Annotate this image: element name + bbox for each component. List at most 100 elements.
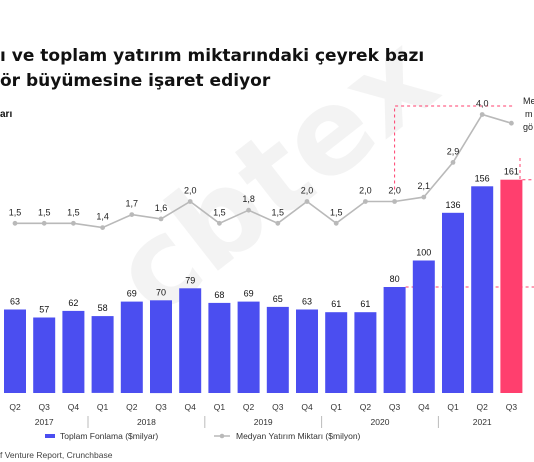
bar-4 xyxy=(91,316,114,393)
x-tick-label-2: Q3 xyxy=(39,402,51,412)
bar-9 xyxy=(237,301,260,393)
bar-12 xyxy=(325,312,348,393)
median-point-4 xyxy=(100,225,105,231)
bar-18 xyxy=(500,179,523,393)
median-point-17 xyxy=(479,112,485,117)
legend-line-marker xyxy=(219,433,225,439)
bar-value-label-7: 79 xyxy=(185,275,195,285)
bar-6 xyxy=(150,300,172,394)
median-point-2 xyxy=(41,220,47,226)
bar-value-label-9: 69 xyxy=(244,289,254,299)
guide-bracket xyxy=(394,105,515,190)
median-value-label-9: 1,8 xyxy=(242,194,255,204)
unit-label: arı xyxy=(0,109,12,120)
bar-5 xyxy=(120,301,143,393)
bar-2 xyxy=(33,317,56,393)
median-point-15 xyxy=(421,194,427,200)
median-value-label-17: 4,0 xyxy=(476,99,489,109)
annotation-line-1: Me xyxy=(523,96,534,106)
legend: Toplam Fonlama ($milyar) Medyan Yatırım … xyxy=(45,431,361,441)
median-point-11 xyxy=(304,199,310,204)
bar-value-label-1: 63 xyxy=(10,297,20,307)
legend-bar-swatch xyxy=(45,434,55,438)
x-tick-label-8: Q1 xyxy=(214,402,226,412)
median-value-label-13: 2,0 xyxy=(359,186,372,196)
x-tick-label-17: Q2 xyxy=(477,402,489,412)
median-line-series: 1,5 1,5 1,5 1,4 1,7 1,6 2,0 1,5 1,8 1,5 2,0 1,5 2,0 2… xyxy=(9,99,514,231)
annotation-line-2: m xyxy=(525,109,533,119)
median-point-7 xyxy=(187,199,193,204)
x-tick-label-6: Q3 xyxy=(155,402,167,412)
bar-7 xyxy=(179,288,202,393)
x-tick-label-18: Q3 xyxy=(506,402,518,412)
bar-11 xyxy=(296,309,318,393)
x-tick-label-1: Q2 xyxy=(9,402,21,412)
median-value-label-1: 1,5 xyxy=(9,207,22,217)
bar-14 xyxy=(383,287,406,393)
bar-value-label-16: 136 xyxy=(445,200,460,210)
year-label-2017: 2017 xyxy=(35,417,54,427)
year-label-2020: 2020 xyxy=(371,417,390,427)
year-label-2018: 2018 xyxy=(137,417,156,427)
bar-value-label-4: 58 xyxy=(98,303,108,313)
source-note: f Venture Report, Crunchbase xyxy=(0,450,113,460)
median-value-label-7: 2,0 xyxy=(184,186,197,196)
bar-17 xyxy=(471,186,494,393)
bar-value-label-13: 61 xyxy=(360,299,370,309)
year-label-2021: 2021 xyxy=(473,417,492,427)
bar-value-label-11: 63 xyxy=(302,297,312,307)
legend-bar-label: Toplam Fonlama ($milyar) xyxy=(60,431,158,441)
median-point-3 xyxy=(71,220,76,226)
bar-8 xyxy=(208,302,231,393)
median-value-label-8: 1,5 xyxy=(213,207,226,217)
bar-1 xyxy=(4,309,26,393)
x-tick-label-14: Q3 xyxy=(389,402,401,412)
bar-value-label-10: 65 xyxy=(273,294,283,304)
bar-value-label-18: 161 xyxy=(504,167,519,177)
bar-13 xyxy=(354,312,377,393)
bar-value-label-6: 70 xyxy=(156,287,166,297)
median-point-16 xyxy=(450,160,456,165)
bar-value-label-8: 68 xyxy=(214,290,224,300)
bar-value-label-12: 61 xyxy=(331,299,341,309)
x-tick-label-5: Q2 xyxy=(126,402,138,412)
median-value-label-4: 1,4 xyxy=(96,212,109,222)
x-tick-label-13: Q2 xyxy=(360,402,372,412)
median-line xyxy=(15,113,512,229)
median-value-label-2: 1,5 xyxy=(38,207,51,217)
bar-10 xyxy=(266,306,289,393)
median-point-14 xyxy=(392,199,397,204)
median-value-label-14: 2,0 xyxy=(388,186,401,196)
x-tick-label-4: Q1 xyxy=(97,402,109,412)
median-value-label-3: 1,5 xyxy=(67,207,80,217)
median-value-label-10: 1,5 xyxy=(272,207,285,217)
chart-title-line-2: ör büyümesine işaret ediyor xyxy=(0,71,271,91)
x-tick-label-15: Q4 xyxy=(418,402,430,412)
median-point-10 xyxy=(275,220,281,226)
bar-15 xyxy=(412,260,435,393)
chart-title-line-1: ı ve toplam yatırım miktarındaki çeyrek … xyxy=(0,46,424,66)
bar-value-labels: 63 57 62 58 69 70 79 68 69 65 63 61 61 80 100 136 156 161 xyxy=(10,167,519,315)
median-value-label-6: 1,6 xyxy=(155,203,168,213)
median-point-5 xyxy=(129,212,135,218)
median-point-1 xyxy=(12,220,18,226)
x-tick-label-10: Q3 xyxy=(272,402,284,412)
bar-value-label-15: 100 xyxy=(416,248,431,258)
median-point-18 xyxy=(509,120,514,126)
legend-line-label: Medyan Yatırım Miktarı ($milyon) xyxy=(236,431,361,441)
bar-value-label-5: 69 xyxy=(127,289,137,299)
year-label-2019: 2019 xyxy=(254,417,273,427)
bar-value-label-2: 57 xyxy=(39,305,49,315)
median-value-label-15: 2,1 xyxy=(418,181,431,191)
median-value-label-16: 2,9 xyxy=(447,146,460,156)
x-tick-label-11: Q4 xyxy=(301,402,313,412)
median-point-12 xyxy=(333,220,339,226)
x-tick-label-7: Q4 xyxy=(185,402,197,412)
median-point-9 xyxy=(246,207,252,213)
x-tick-label-3: Q4 xyxy=(68,402,80,412)
bar-value-label-17: 156 xyxy=(475,173,490,183)
median-value-label-11: 2,0 xyxy=(301,186,314,196)
annotation-line-3: gö xyxy=(523,122,533,132)
x-tick-label-12: Q1 xyxy=(331,402,343,412)
